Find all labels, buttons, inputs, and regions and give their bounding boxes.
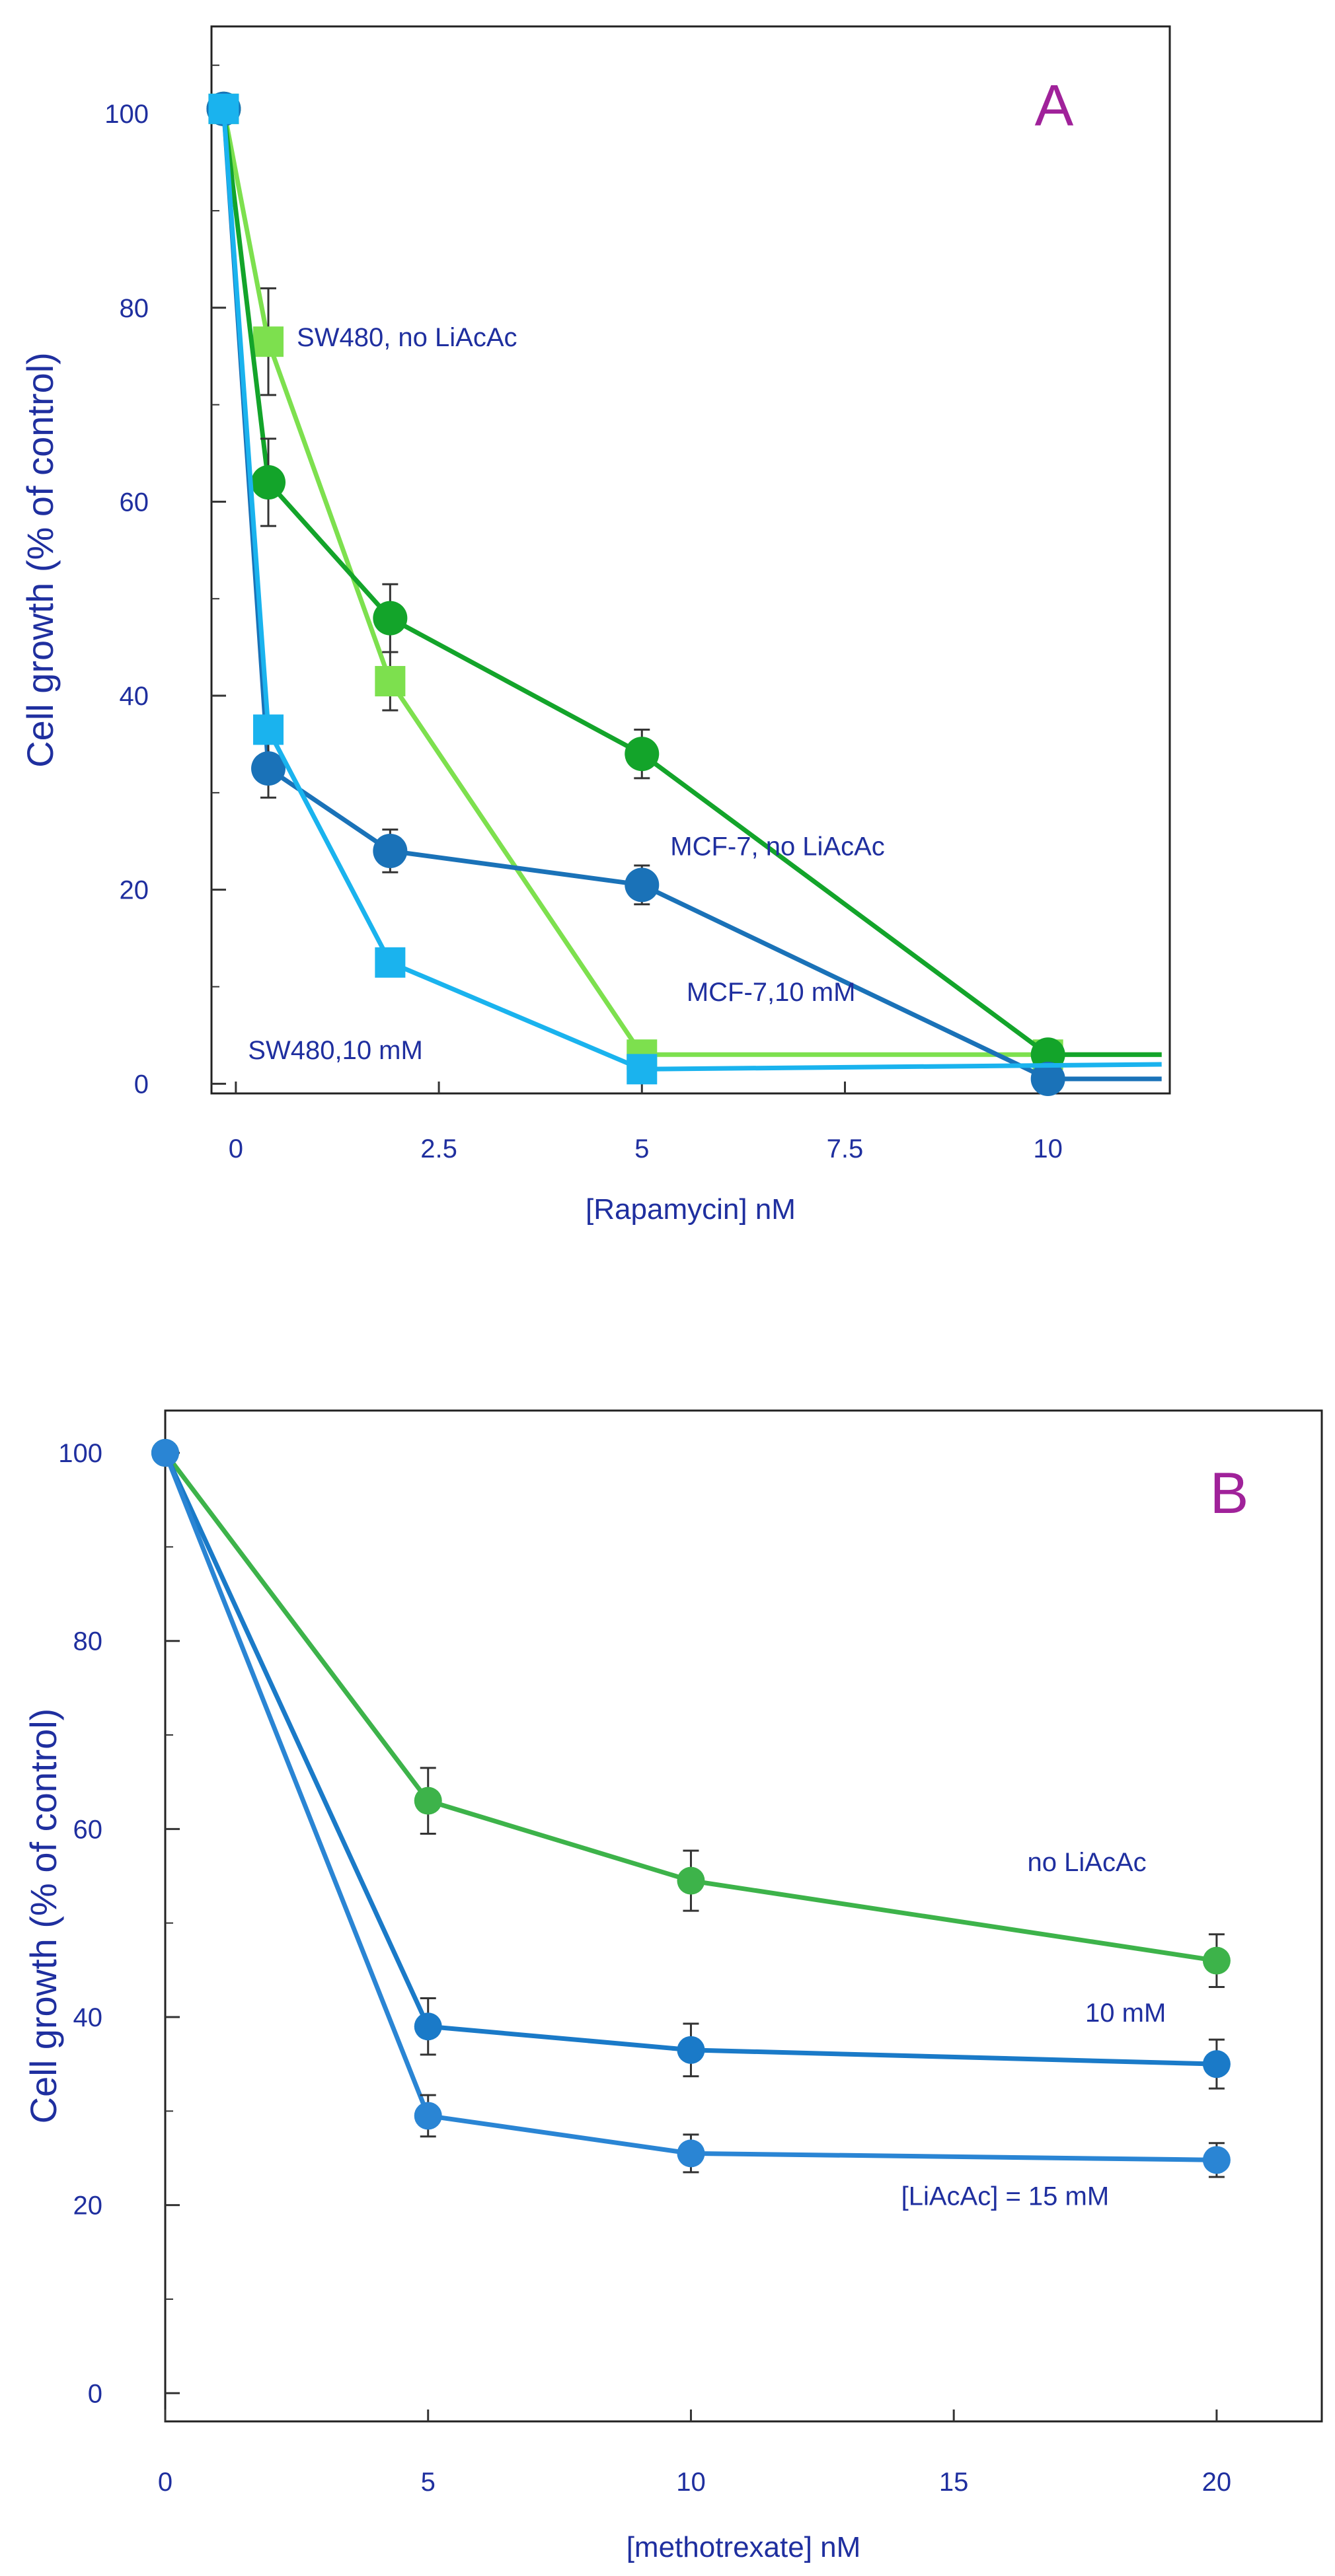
series-line [163,1452,1217,2162]
data-point [208,93,239,124]
series-line [163,1451,1217,1964]
plot-frame [164,1409,1323,2423]
series-annotation: SW480,10 mM [248,1036,423,1065]
data-point [677,2139,705,2168]
data-point [375,947,406,978]
panel-b-chart: 0 20 40 60 80 100 0 5 10 15 20 [methotrexate] nM Cel… [22,1409,1323,2563]
series-mcf-7-10-mm [206,91,1162,1096]
series-annotation: [LiAcAc] = 15 mM [901,2182,1110,2211]
y-tick-label: 0 [88,2379,102,2408]
series-line [221,108,1162,1057]
x-tick-label: 2.5 [420,1134,457,1163]
data-point [373,601,408,636]
y-tick-label: 20 [120,876,149,905]
y-tick-label: 40 [120,682,149,711]
series-annotation: MCF-7, no LiAcAc [670,832,885,862]
y-tick-label: 80 [73,1627,103,1656]
y-tick-label: 60 [73,1815,103,1844]
series-annotation: SW480, no LiAcAc [297,323,517,352]
y-tick-label: 40 [73,2003,103,2032]
y-axis-label: Cell growth (% of control) [22,1709,64,2124]
data-point [253,326,284,357]
x-tick-label: 5 [634,1134,649,1163]
y-tick-label: 100 [58,1439,102,1468]
data-point [253,714,284,745]
series-sw480-10-mm [208,93,1162,1085]
x-tick-label: 10 [1033,1134,1063,1163]
data-point [373,833,408,868]
series-sw480-no-liacac [208,93,1162,1070]
data-point [1030,1061,1065,1096]
x-tick-label: 15 [939,2468,969,2497]
series-mcf-7-no-liacac [206,91,1162,1072]
y-tick-label: 20 [73,2191,103,2221]
series-annotation: MCF-7,10 mM [687,978,856,1007]
panel-letter: B [1210,1460,1249,1526]
plot-frame [210,25,1171,1095]
y-tick-label: 0 [134,1070,149,1099]
data-point [627,1054,658,1085]
data-point [251,751,286,786]
series-line [163,1452,1217,2067]
series-annotation: no LiAcAc [1028,1848,1147,1877]
x-tick-label: 20 [1202,2468,1232,2497]
x-tick-label: 0 [229,1134,243,1163]
data-point [625,737,660,772]
data-point [151,1439,179,1467]
series-10-mm [151,1439,1231,2090]
data-point [414,2012,442,2041]
series-line [221,108,1162,1082]
data-point [677,2036,705,2064]
x-tick-label: 5 [421,2468,436,2497]
panel-a-chart: 0 20 40 60 80 100 0 2.5 5 7.5 10 [Rapamycin] nM Cell… [19,25,1171,1226]
series-liacac-15-mm [151,1439,1231,2178]
x-tick-label: 10 [676,2468,706,2497]
x-tick-label: 0 [158,2468,172,2497]
y-tick-label: 60 [120,488,149,517]
panel-letter: A [1035,73,1074,138]
y-tick-label: 100 [104,100,149,129]
data-point [251,465,286,500]
data-point [1202,2146,1231,2174]
y-axis-label: Cell growth (% of control) [19,352,61,768]
x-axis-label: [Rapamycin] nM [586,1193,796,1226]
data-point [625,867,660,902]
data-point [1202,1946,1231,1975]
x-axis-label: [methotrexate] nM [627,2531,861,2563]
y-tick-label: 80 [120,294,149,323]
data-point [414,2102,442,2130]
data-point [1202,2050,1231,2079]
series-annotation: 10 mM [1085,1999,1166,2028]
x-tick-label: 7.5 [827,1134,864,1163]
data-point [677,1866,705,1895]
data-point [375,666,406,697]
series-no-liacac [151,1439,1231,1988]
data-point [414,1786,442,1815]
